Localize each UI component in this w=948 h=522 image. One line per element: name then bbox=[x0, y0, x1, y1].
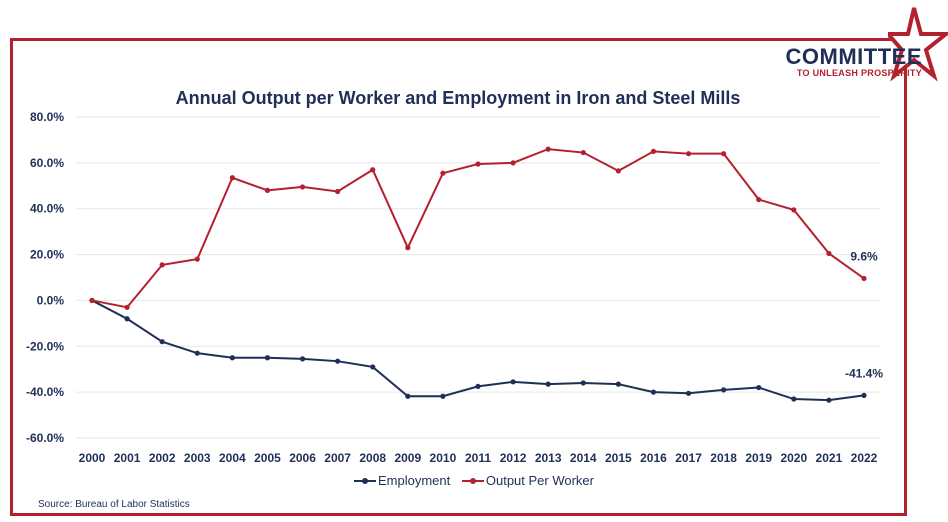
x-tick-label: 2010 bbox=[430, 451, 457, 465]
x-tick-label: 2017 bbox=[675, 451, 702, 465]
x-tick-label: 2005 bbox=[254, 451, 281, 465]
data-labels: -41.4% 9.6% bbox=[845, 249, 883, 380]
chart-title: Annual Output per Worker and Employment … bbox=[176, 88, 741, 108]
data-point-output-per-worker bbox=[475, 161, 481, 167]
data-point-employment bbox=[370, 364, 376, 370]
x-tick-label: 2015 bbox=[605, 451, 632, 465]
data-point-output-per-worker bbox=[510, 160, 516, 166]
y-tick-label: 20.0% bbox=[30, 248, 64, 262]
data-point-output-per-worker bbox=[299, 184, 306, 190]
data-point-employment bbox=[475, 383, 481, 390]
data-point-employment bbox=[440, 393, 446, 399]
legend-item-employment: Employment bbox=[353, 473, 451, 488]
legend-swatch-output-per-worker bbox=[461, 476, 484, 486]
x-tick-label: 2016 bbox=[640, 451, 667, 465]
x-tick-label: 2012 bbox=[500, 451, 527, 465]
data-point-output-per-worker bbox=[194, 256, 200, 262]
data-point-output-per-worker bbox=[756, 196, 762, 203]
data-point-output-per-worker bbox=[370, 167, 376, 173]
source-note: Source: Bureau of Labor Statistics bbox=[38, 499, 190, 510]
chart-frame bbox=[10, 38, 907, 516]
y-tick-label: 0.0% bbox=[37, 293, 65, 307]
data-point-output-per-worker bbox=[229, 175, 235, 181]
data-point-output-per-worker bbox=[89, 297, 95, 304]
data-point-employment bbox=[791, 396, 797, 402]
x-tick-label: 2008 bbox=[359, 451, 386, 465]
data-point-employment bbox=[650, 389, 657, 395]
x-tick-label: 2002 bbox=[149, 451, 176, 465]
data-point-employment bbox=[615, 381, 621, 387]
series-layer bbox=[89, 146, 867, 403]
x-tick-label: 2018 bbox=[710, 451, 737, 465]
data-point-output-per-worker bbox=[685, 151, 692, 157]
x-tick-label: 2014 bbox=[570, 451, 597, 465]
data-point-employment bbox=[861, 392, 867, 398]
x-tick-label: 2011 bbox=[465, 451, 491, 465]
data-point-employment bbox=[756, 384, 762, 391]
data-point-employment bbox=[299, 356, 306, 362]
star-logo-icon bbox=[888, 7, 948, 82]
data-point-output-per-worker bbox=[159, 262, 165, 268]
x-tick-label: 2019 bbox=[745, 451, 772, 465]
y-tick-label: -60.0% bbox=[26, 431, 64, 445]
data-point-output-per-worker bbox=[405, 245, 411, 251]
end-label-employment: -41.4% bbox=[845, 366, 883, 380]
legend-item-output-per-worker: Output Per Worker bbox=[461, 473, 594, 488]
data-point-employment bbox=[685, 390, 692, 396]
legend-label-employment: Employment bbox=[377, 473, 451, 488]
data-point-output-per-worker bbox=[124, 304, 130, 310]
y-tick-label: 80.0% bbox=[30, 110, 64, 124]
x-tick-label: 2006 bbox=[289, 451, 316, 465]
data-point-employment bbox=[335, 358, 341, 364]
x-tick-label: 2020 bbox=[780, 451, 807, 465]
data-point-employment bbox=[545, 381, 551, 387]
data-point-output-per-worker bbox=[826, 250, 832, 257]
end-label-output-per-worker: 9.6% bbox=[850, 249, 878, 263]
legend-swatch-employment bbox=[353, 476, 376, 486]
data-point-employment bbox=[159, 339, 165, 345]
brand-name: COMMITTEE bbox=[785, 44, 922, 69]
y-tick-label: 40.0% bbox=[30, 202, 64, 216]
x-tick-label: 2003 bbox=[184, 451, 211, 465]
data-point-output-per-worker bbox=[791, 207, 797, 213]
data-point-output-per-worker bbox=[650, 148, 657, 154]
y-tick-label: 60.0% bbox=[30, 156, 64, 170]
data-point-employment bbox=[826, 397, 832, 403]
y-axis-ticks: 80.0% 60.0% 40.0% 20.0% 0.0% -20.0% -40.0% -60.… bbox=[26, 110, 64, 445]
data-point-output-per-worker bbox=[440, 170, 446, 176]
data-point-employment bbox=[510, 379, 516, 385]
chart-legend: Employment Output Per Worker bbox=[0, 473, 948, 489]
x-tick-label: 2004 bbox=[219, 451, 246, 465]
data-point-output-per-worker bbox=[264, 187, 271, 193]
x-tick-label: 2007 bbox=[324, 451, 351, 465]
data-point-employment bbox=[721, 387, 727, 393]
x-axis-ticks: 2000 2001 2002 2003 2004 2005 2006 2007 2008 2009… bbox=[79, 451, 878, 465]
data-point-employment bbox=[229, 355, 235, 361]
x-tick-label: 2022 bbox=[851, 451, 878, 465]
data-point-output-per-worker bbox=[545, 146, 551, 152]
data-point-output-per-worker bbox=[861, 275, 867, 282]
brand-logo: COMMITTEE TO UNLEASH PROSPERITY bbox=[785, 44, 923, 79]
x-tick-label: 2000 bbox=[79, 451, 106, 465]
grid-lines bbox=[76, 116, 880, 439]
data-point-output-per-worker bbox=[615, 168, 621, 174]
data-point-employment bbox=[405, 393, 411, 399]
y-tick-label: -20.0% bbox=[26, 339, 64, 353]
legend-label-output-per-worker: Output Per Worker bbox=[485, 473, 594, 488]
data-point-employment bbox=[264, 355, 271, 361]
x-tick-label: 2013 bbox=[535, 451, 562, 465]
data-point-output-per-worker bbox=[335, 188, 341, 195]
data-point-output-per-worker bbox=[580, 149, 586, 156]
brand-tagline: TO UNLEASH PROSPERITY bbox=[796, 68, 922, 78]
x-tick-label: 2001 bbox=[114, 451, 141, 465]
x-tick-label: 2009 bbox=[394, 451, 421, 465]
x-tick-label: 2021 bbox=[816, 451, 843, 465]
data-point-employment bbox=[194, 350, 200, 356]
data-point-employment bbox=[580, 380, 586, 386]
data-point-output-per-worker bbox=[721, 151, 727, 157]
series-line-output-per-worker bbox=[91, 148, 865, 309]
y-tick-label: -40.0% bbox=[26, 385, 64, 399]
data-point-employment bbox=[124, 316, 130, 322]
